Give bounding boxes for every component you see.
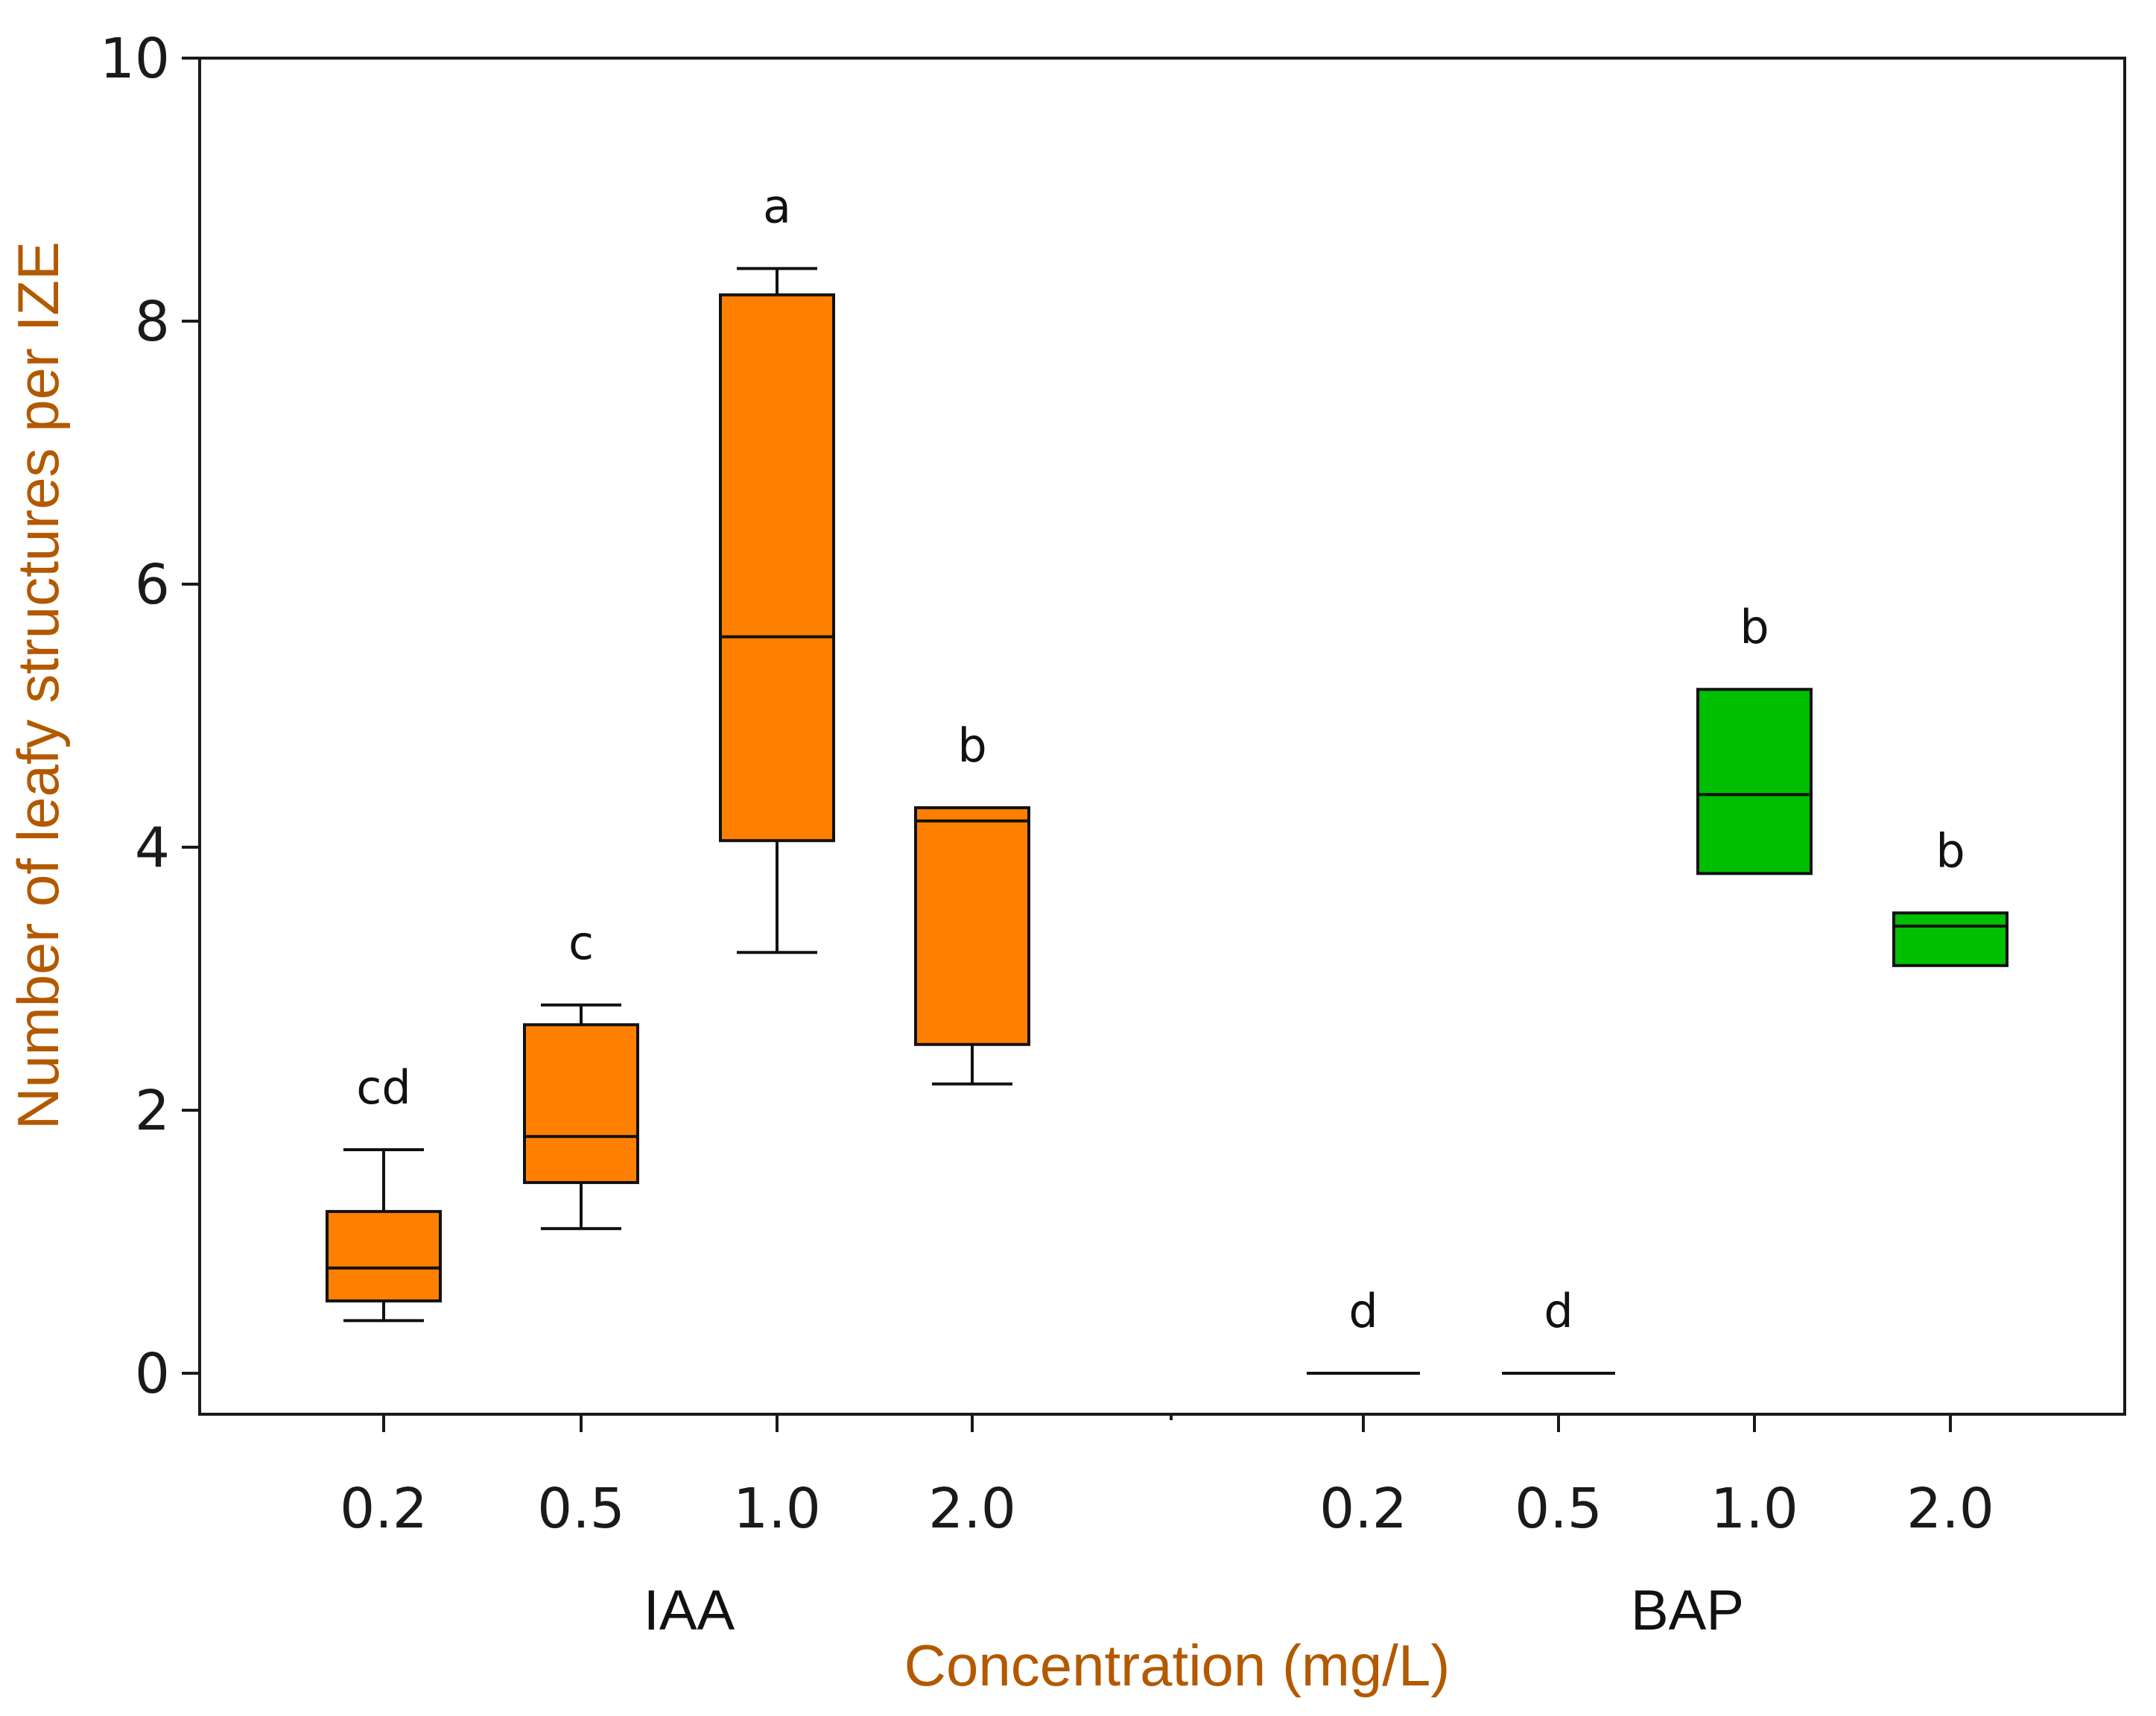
plot-area xyxy=(198,57,2126,1416)
significance-letter: cd xyxy=(356,1060,410,1115)
box-bap-1.0: b xyxy=(1696,600,1813,876)
y-axis-title: Number of leafy structures per IZE xyxy=(5,241,71,1130)
significance-letter: b xyxy=(1740,600,1769,654)
y-tick-label: 8 xyxy=(135,290,170,354)
x-tick-label: 0.5 xyxy=(1515,1477,1602,1541)
x-tick-label: 2.0 xyxy=(1906,1477,1994,1541)
x-tick-label: 1.0 xyxy=(1710,1477,1798,1541)
y-tick-label: 10 xyxy=(100,27,170,91)
significance-letter: b xyxy=(1935,823,1965,878)
box-iaa-0.5: c xyxy=(523,916,639,1230)
group-label-iaa: IAA xyxy=(644,1579,735,1642)
group-label-bap: BAP xyxy=(1631,1579,1744,1642)
significance-letter: a xyxy=(763,179,791,233)
significance-letter: c xyxy=(568,916,594,970)
y-tick-label: 4 xyxy=(135,816,170,880)
box-body xyxy=(326,1209,442,1302)
x-tick-label: 2.0 xyxy=(928,1477,1016,1541)
box-series: cd c a b d d b b xyxy=(326,179,2008,1375)
box-iaa-1.0: a xyxy=(719,179,835,954)
box-body xyxy=(523,1023,639,1185)
x-axis: 0.2 0.5 1.0 2.0 IAA 0.2 0.5 1.0 2.0 BAP xyxy=(340,1414,1994,1642)
x-axis-title: Concentration (mg/L) xyxy=(904,1633,1450,1698)
plot-frame xyxy=(198,57,2126,1416)
significance-letter: d xyxy=(1348,1284,1377,1338)
x-tick-label: 1.0 xyxy=(733,1477,821,1541)
y-tick-label: 6 xyxy=(135,553,170,617)
x-tick-label: 0.2 xyxy=(1319,1477,1407,1541)
y-tick-label: 0 xyxy=(135,1342,170,1406)
box-body xyxy=(914,806,1030,1046)
y-axis: 0 2 4 6 8 10 xyxy=(100,27,200,1406)
box-bap-0.2: d xyxy=(1307,1284,1420,1375)
significance-letter: d xyxy=(1544,1284,1573,1338)
box-iaa-0.2: cd xyxy=(326,1060,442,1323)
box-bap-0.5: d xyxy=(1502,1284,1615,1375)
box-body xyxy=(719,293,835,843)
box-iaa-2.0: b xyxy=(914,718,1030,1086)
significance-letter: b xyxy=(957,718,986,773)
box-body xyxy=(1696,688,1813,876)
box-body xyxy=(1892,911,2008,967)
y-tick-label: 2 xyxy=(135,1079,170,1143)
x-tick-label: 0.5 xyxy=(537,1477,625,1541)
x-tick-label: 0.2 xyxy=(340,1477,428,1541)
box-bap-2.0: b xyxy=(1892,823,2008,967)
